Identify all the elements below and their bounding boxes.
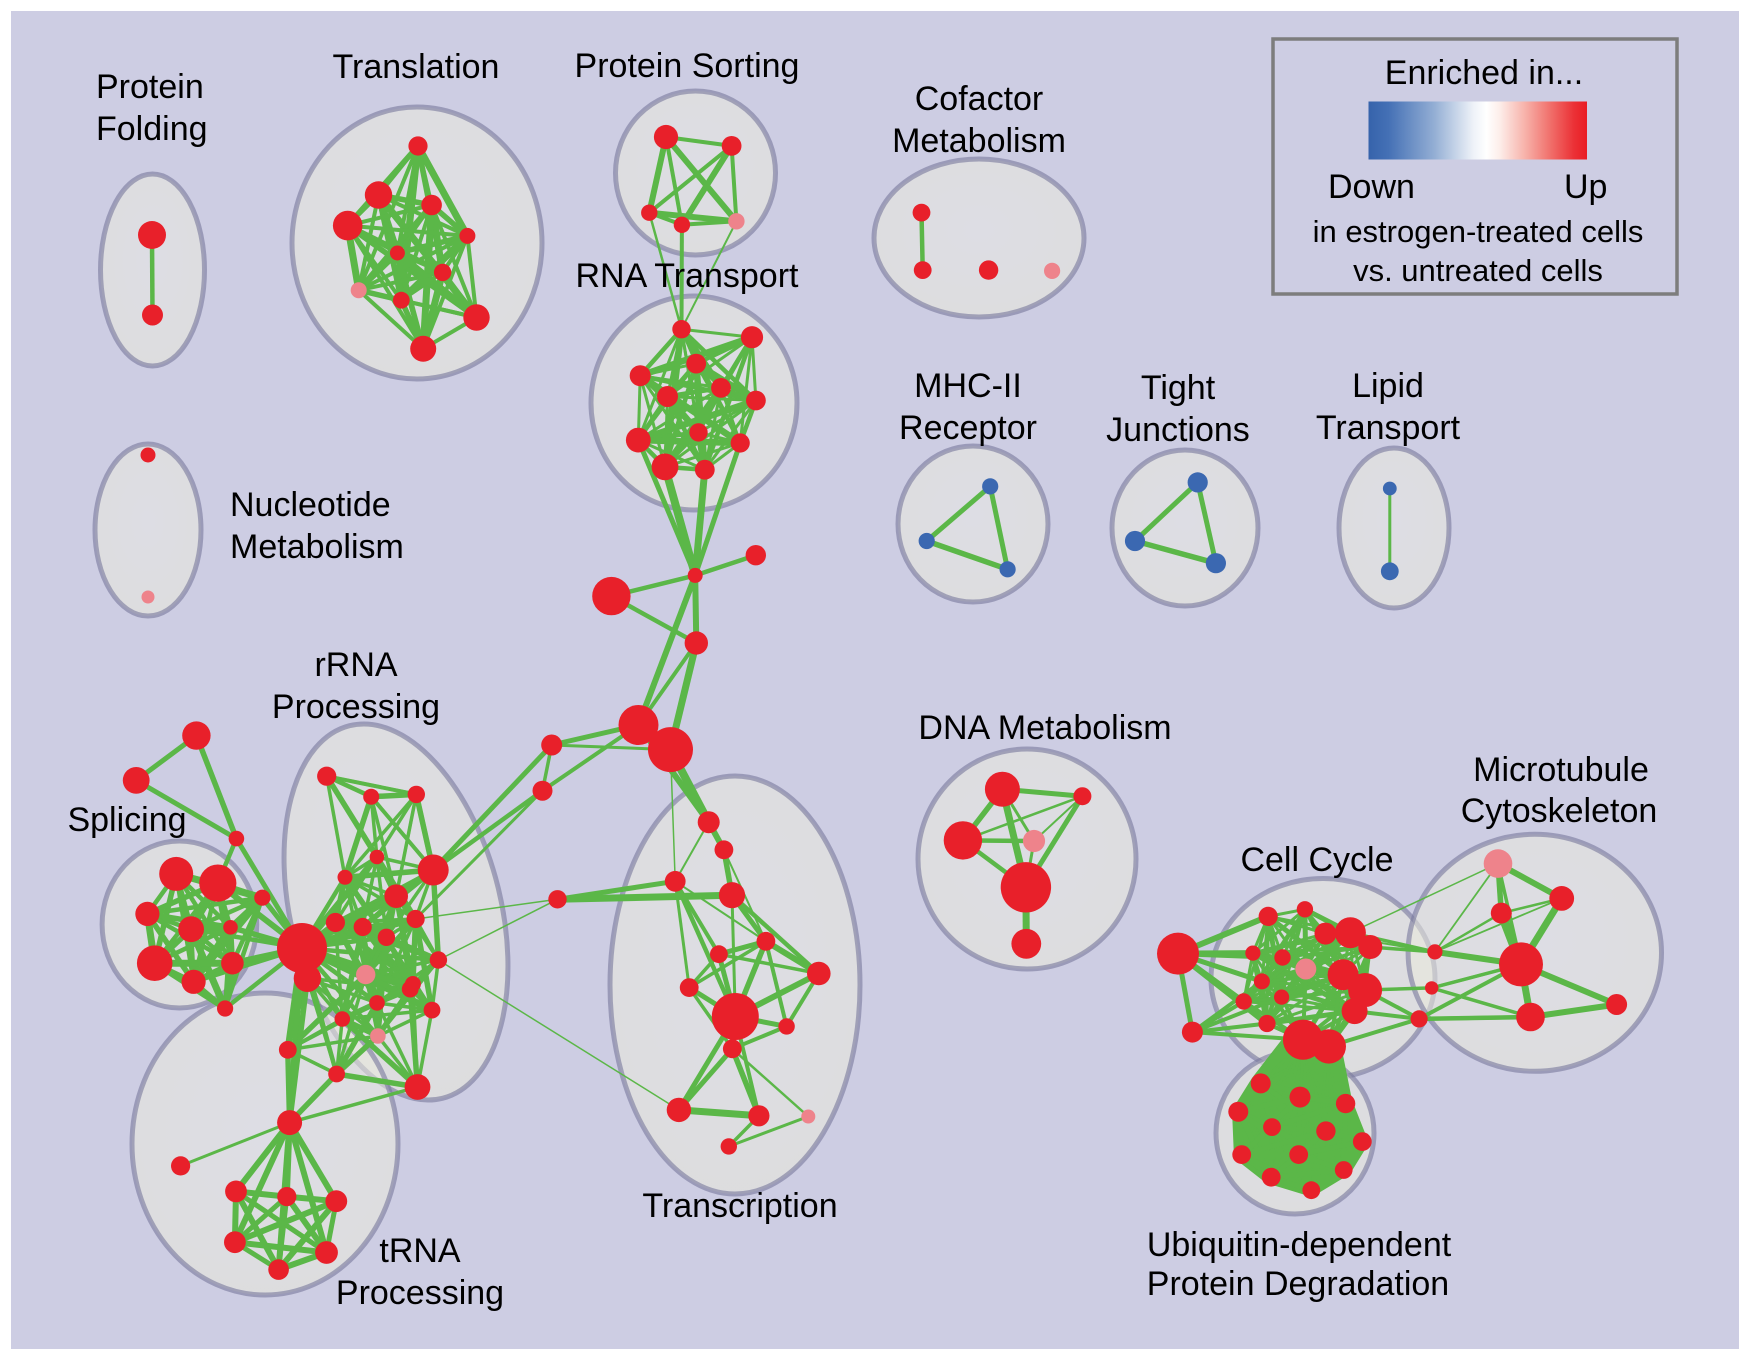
svg-text:DNA Metabolism: DNA Metabolism [918, 709, 1171, 747]
svg-text:Cofactor: Cofactor [915, 80, 1044, 118]
svg-text:Junctions: Junctions [1106, 411, 1250, 449]
svg-text:tRNA: tRNA [379, 1232, 461, 1270]
svg-text:Ubiquitin-dependent: Ubiquitin-dependent [1147, 1226, 1452, 1264]
svg-text:rRNA: rRNA [314, 646, 397, 684]
svg-text:Down: Down [1328, 168, 1415, 206]
svg-text:RNA Transport: RNA Transport [576, 257, 800, 295]
svg-text:in estrogen-treated cells: in estrogen-treated cells [1313, 214, 1644, 249]
svg-text:Up: Up [1564, 168, 1607, 206]
svg-text:Processing: Processing [336, 1274, 504, 1312]
svg-text:vs. untreated cells: vs. untreated cells [1353, 253, 1603, 288]
svg-text:Translation: Translation [333, 48, 500, 86]
svg-text:Transport: Transport [1316, 409, 1461, 447]
svg-text:Enriched in...: Enriched in... [1385, 54, 1583, 92]
svg-text:Folding: Folding [96, 110, 208, 148]
svg-text:Microtubule: Microtubule [1473, 751, 1649, 789]
svg-text:Metabolism: Metabolism [892, 122, 1066, 160]
svg-text:Splicing: Splicing [67, 801, 186, 839]
svg-text:Transcription: Transcription [642, 1187, 837, 1225]
svg-text:Lipid: Lipid [1352, 367, 1424, 405]
svg-text:Protein Degradation: Protein Degradation [1147, 1265, 1449, 1303]
svg-text:Tight: Tight [1141, 369, 1216, 407]
svg-text:MHC-II: MHC-II [914, 367, 1022, 405]
svg-text:Nucleotide: Nucleotide [230, 486, 391, 524]
svg-text:Protein: Protein [96, 68, 204, 106]
svg-text:Cytoskeleton: Cytoskeleton [1461, 792, 1658, 830]
svg-text:Processing: Processing [272, 688, 440, 726]
svg-text:Cell Cycle: Cell Cycle [1240, 841, 1393, 879]
svg-text:Protein Sorting: Protein Sorting [575, 47, 800, 85]
svg-text:Receptor: Receptor [899, 409, 1037, 447]
svg-text:Metabolism: Metabolism [230, 528, 404, 566]
